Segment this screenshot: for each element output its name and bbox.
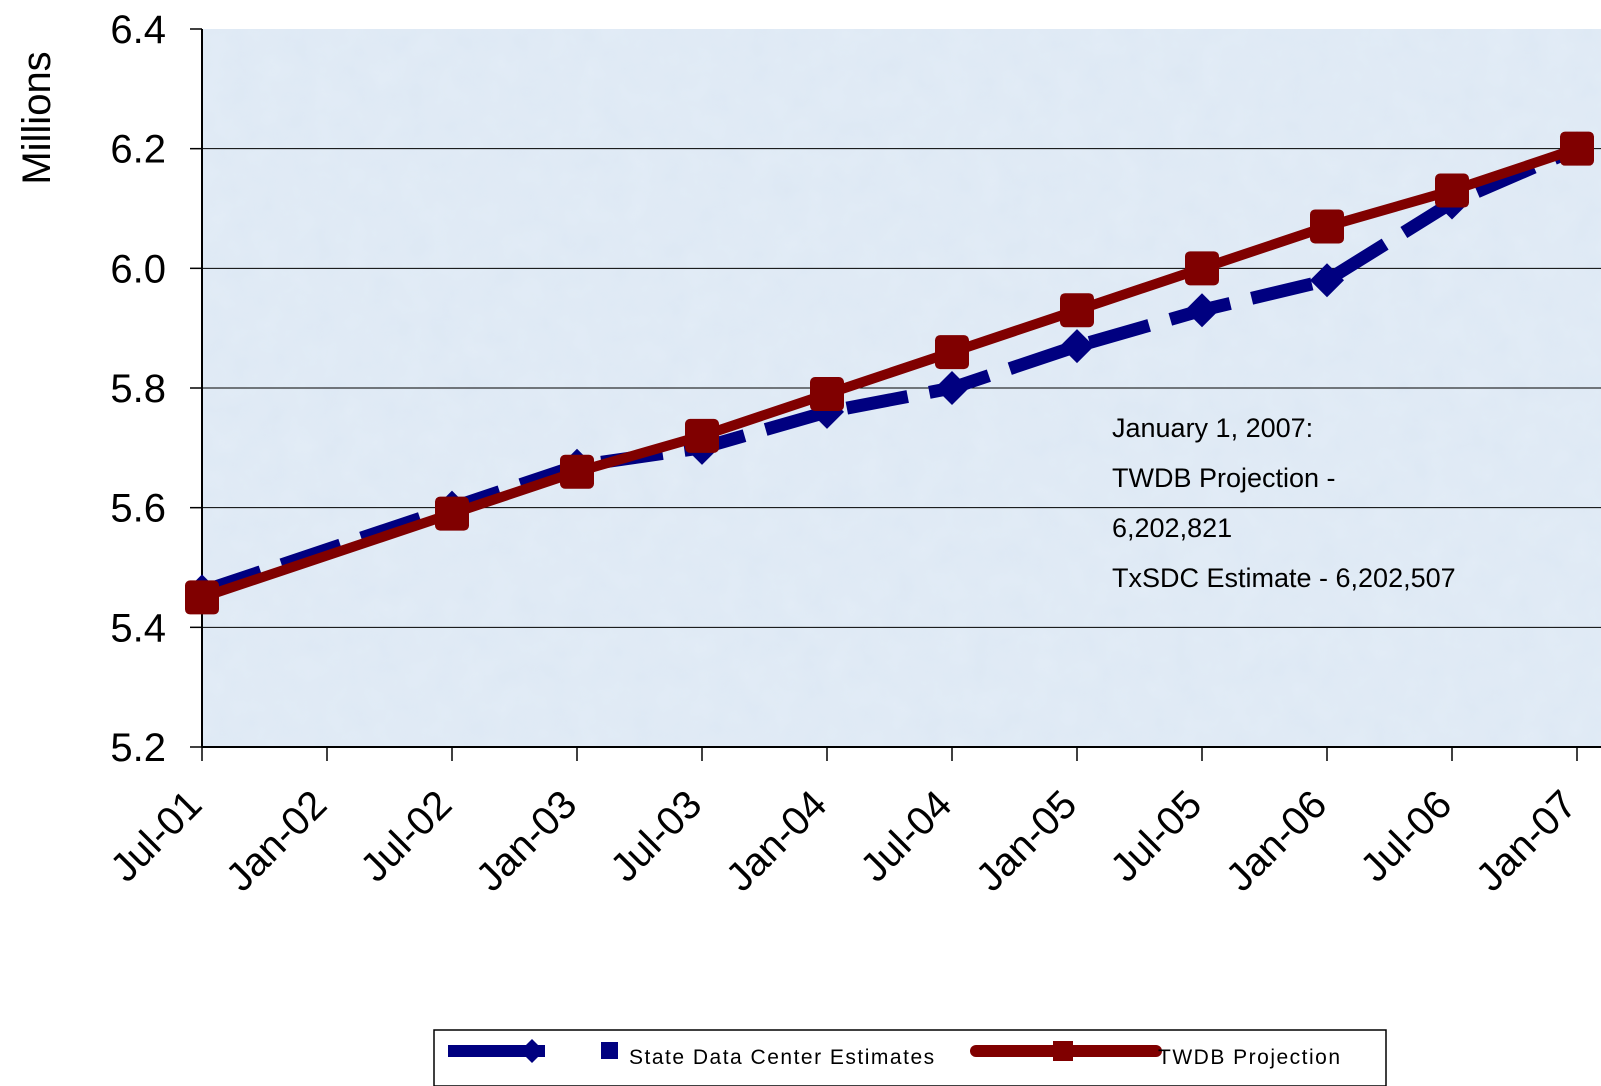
- y-tick-label: 6.0: [110, 247, 166, 291]
- data-point-square: [1185, 251, 1219, 286]
- x-tick-label: Jul-01: [102, 782, 210, 890]
- data-point-square: [685, 418, 719, 453]
- y-tick-label: 6.4: [110, 8, 166, 52]
- annotation-line-3: 6,202,821: [1112, 513, 1232, 543]
- data-point-square: [1435, 173, 1469, 208]
- x-tick-label: Jan-04: [718, 782, 836, 900]
- legend-swatch-square: [601, 1042, 618, 1059]
- data-point-square: [810, 376, 844, 411]
- x-tick-label: Jan-07: [1468, 782, 1586, 900]
- legend-swatch-square: [1053, 1041, 1073, 1061]
- legend-box: [433, 1029, 1387, 1086]
- data-point-square: [435, 496, 469, 531]
- legend-swatch-diamond: [520, 1039, 544, 1063]
- series-layer: [185, 131, 1594, 615]
- legend-label: State Data Center Estimates: [629, 1046, 936, 1069]
- data-point-square: [1310, 209, 1344, 244]
- x-tick-label: Jul-04: [852, 782, 960, 890]
- x-tick-label: Jul-06: [1352, 782, 1460, 890]
- series-twdb-projection: [185, 131, 1594, 615]
- annotation-line-2: TWDB Projection -: [1112, 463, 1336, 493]
- y-tick-label: 5.8: [110, 367, 166, 411]
- y-tick-label: 5.2: [110, 726, 166, 770]
- data-point-square: [1060, 293, 1094, 328]
- y-axis-ticks: 5.2 5.4 5.6 5.8 6.0 6.2 6.4: [110, 8, 202, 770]
- data-point-square: [185, 580, 219, 615]
- data-point-diamond: [1185, 293, 1219, 328]
- y-tick-label: 5.4: [110, 606, 166, 650]
- x-tick-label: Jan-02: [218, 782, 336, 900]
- annotation: January 1, 2007: TWDB Projection - 6,202…: [1112, 413, 1456, 593]
- data-point-diamond: [1310, 263, 1344, 298]
- data-point-diamond: [1060, 329, 1094, 364]
- x-tick-label: Jul-03: [602, 782, 710, 890]
- annotation-line-4: TxSDC Estimate - 6,202,507: [1112, 563, 1456, 593]
- data-point-square: [935, 335, 969, 370]
- data-point-diamond: [935, 371, 969, 405]
- data-point-square: [1560, 131, 1594, 166]
- y-axis-label: Millions: [15, 51, 59, 184]
- legend-entry-twdb: TWDB Projection: [970, 1041, 1342, 1069]
- x-tick-label: Jan-03: [468, 782, 586, 900]
- data-point-square: [560, 454, 594, 489]
- x-tick-label: Jan-05: [968, 782, 1086, 900]
- legend-label: TWDB Projection: [1158, 1046, 1342, 1069]
- y-tick-label: 5.6: [110, 487, 166, 531]
- x-tick-label: Jul-02: [352, 782, 460, 890]
- legend-entry-state-data-center: State Data Center Estimates: [448, 1039, 936, 1069]
- x-tick-label: Jul-05: [1102, 782, 1210, 890]
- legend: State Data Center Estimates TWDB Project…: [433, 1029, 1387, 1086]
- y-tick-label: 6.2: [110, 128, 166, 172]
- x-axis-ticks: Jul-01 Jan-02 Jul-02 Jan-03 Jul-03 Jan-04 Jul-…: [102, 747, 1585, 900]
- x-tick-label: Jan-06: [1218, 782, 1336, 900]
- annotation-line-1: January 1, 2007:: [1112, 413, 1313, 443]
- gridlines: [202, 148, 1601, 628]
